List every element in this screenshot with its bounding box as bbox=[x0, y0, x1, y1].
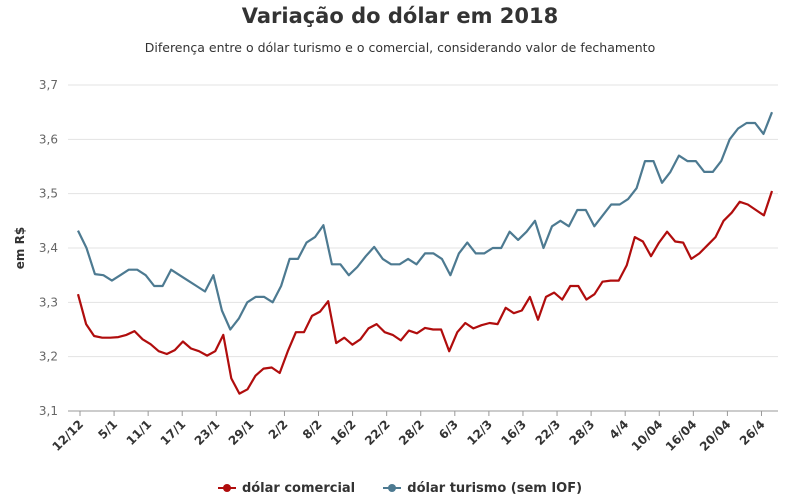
y-tick-label: 3,4 bbox=[39, 241, 58, 255]
series-lines bbox=[76, 111, 774, 395]
y-tick-label: 3,1 bbox=[39, 404, 58, 418]
series-line-turismo[interactable] bbox=[77, 111, 774, 331]
x-tick-label: 6/3 bbox=[436, 417, 461, 442]
y-tick-label: 3,6 bbox=[39, 132, 58, 146]
x-tick-label: 22/3 bbox=[532, 417, 563, 448]
x-tick-label: 23/1 bbox=[192, 417, 223, 448]
legend-item-comercial[interactable]: dólar comercial bbox=[217, 480, 356, 496]
x-tick-label: 11/1 bbox=[124, 417, 155, 448]
y-axis-label: em R$ bbox=[13, 227, 27, 269]
chart-subtitle: Diferença entre o dólar turismo e o come… bbox=[144, 40, 656, 55]
y-tick-label: 3,2 bbox=[39, 350, 58, 364]
x-tick-label: 12/3 bbox=[464, 417, 495, 448]
x-tick-label: 8/2 bbox=[300, 417, 325, 442]
x-tick-label: 28/3 bbox=[567, 417, 598, 448]
x-tick-label: 16/2 bbox=[328, 417, 359, 448]
legend-item-turismo[interactable]: dólar turismo (sem IOF) bbox=[383, 481, 582, 496]
x-tick-label: 16/04 bbox=[663, 417, 700, 454]
legend: dólar comercial dólar turismo (sem IOF) bbox=[0, 478, 800, 496]
x-tick-label: 22/2 bbox=[362, 417, 393, 448]
legend-swatch-comercial bbox=[217, 484, 236, 492]
y-axis-ticks: 3,1 3,2 3,3 3,4 3,5 3,6 3,7 bbox=[39, 78, 58, 418]
x-tick-label: 26/4 bbox=[737, 417, 768, 448]
x-tick-label: 20/04 bbox=[697, 417, 734, 454]
x-tick-label: 4/4 bbox=[606, 417, 631, 442]
x-tick-label: 2/2 bbox=[266, 417, 291, 442]
x-tick-label: 28/2 bbox=[396, 417, 427, 448]
grid-lines bbox=[68, 84, 778, 412]
x-tick-label: 17/1 bbox=[158, 417, 189, 448]
legend-label-comercial: dólar comercial bbox=[241, 480, 356, 496]
legend-label-turismo: dólar turismo (sem IOF) bbox=[407, 480, 583, 496]
chart-title: Variação do dólar em 2018 bbox=[241, 4, 559, 28]
x-tick-label: 10/04 bbox=[629, 417, 666, 454]
x-tick-label: 12/12 bbox=[50, 417, 87, 454]
x-tick-label: 5/1 bbox=[95, 417, 120, 442]
y-tick-label: 3,3 bbox=[39, 295, 58, 309]
x-axis: 12/12 5/1 11/1 17/1 23/1 29/1 2/2 8/2 16/2 22/2 28… bbox=[50, 410, 778, 454]
x-tick-label: 16/3 bbox=[498, 417, 529, 448]
series-line-comercial[interactable] bbox=[76, 190, 774, 395]
x-tick-label: 29/1 bbox=[226, 417, 257, 448]
y-tick-label: 3,7 bbox=[39, 78, 58, 92]
legend-swatch-turismo bbox=[383, 484, 402, 492]
y-tick-label: 3,5 bbox=[39, 187, 58, 201]
